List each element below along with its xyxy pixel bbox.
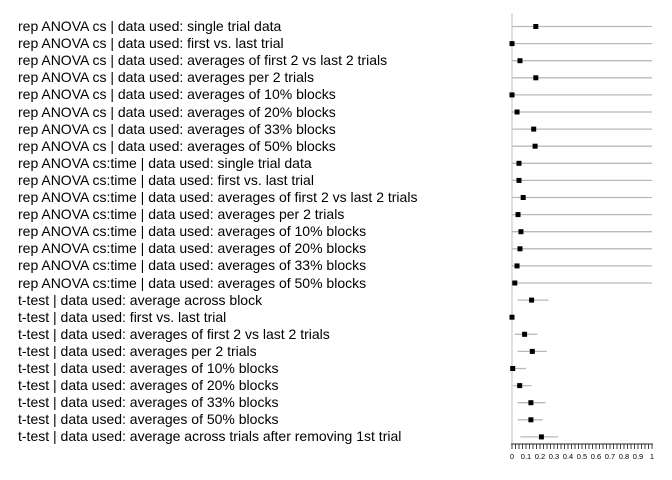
x-tick-label: 0.3 <box>549 452 559 461</box>
point-marker <box>514 109 520 115</box>
x-tick-label: 0.7 <box>605 452 615 461</box>
point-marker <box>516 177 522 183</box>
point-marker <box>532 143 538 149</box>
point-marker <box>517 246 523 252</box>
point-marker <box>517 58 523 64</box>
row-label: rep ANOVA cs | data used: averages of 10… <box>18 86 336 103</box>
point-marker <box>533 24 539 29</box>
point-marker <box>512 280 518 286</box>
x-tick-label: 0 <box>510 452 514 461</box>
row-label: t-test | data used: averages of 33% bloc… <box>18 394 279 411</box>
row-label: rep ANOVA cs:time | data used: first vs.… <box>18 171 314 188</box>
point-marker <box>509 41 515 47</box>
row-label: t-test | data used: average across block <box>18 291 263 308</box>
point-marker <box>515 212 521 218</box>
row-label: rep ANOVA cs:time | data used: averages … <box>18 189 418 205</box>
row-label: rep ANOVA cs:time | data used: averages … <box>18 257 367 274</box>
row-label: rep ANOVA cs | data used: averages of 33… <box>18 120 336 137</box>
point-marker <box>529 348 535 354</box>
point-marker <box>522 331 528 337</box>
x-tick-label: 0.4 <box>563 452 573 461</box>
point-marker <box>533 75 539 81</box>
point-marker <box>518 229 524 235</box>
row-label: t-test | data used: averages of 10% bloc… <box>18 360 279 376</box>
row-label: rep ANOVA cs:time | data used: averages … <box>18 206 345 223</box>
row-label: rep ANOVA cs | data used: averages of fi… <box>18 52 388 69</box>
point-marker <box>520 195 526 200</box>
x-tick-label: 0.1 <box>521 452 531 461</box>
row-label: rep ANOVA cs | data used: averages of 50… <box>18 137 336 154</box>
row-label: rep ANOVA cs | data used: single trial d… <box>18 18 282 34</box>
point-marker <box>528 400 534 406</box>
point-marker <box>514 263 520 269</box>
point-marker <box>528 417 534 423</box>
row-label: t-test | data used: averages per 2 trial… <box>18 342 257 359</box>
row-label: t-test | data used: averages of 20% bloc… <box>18 377 279 394</box>
row-label: t-test | data used: first vs. last trial <box>18 308 227 325</box>
point-marker <box>531 126 537 132</box>
x-tick-label: 0.6 <box>591 452 601 461</box>
x-tick-label: 0.9 <box>633 452 643 461</box>
point-marker <box>529 297 535 303</box>
point-marker <box>516 160 522 166</box>
row-label: rep ANOVA cs:time | data used: averages … <box>18 223 367 240</box>
row-label: t-test | data used: averages of first 2 … <box>18 325 330 342</box>
row-label: t-test | data used: average across trial… <box>18 428 402 445</box>
x-tick-label: 0.2 <box>535 452 545 461</box>
row-label: rep ANOVA cs | data used: averages of 20… <box>18 103 336 120</box>
row-label: rep ANOVA cs:time | data used: averages … <box>18 274 367 291</box>
row-label: rep ANOVA cs | data used: averages per 2… <box>18 69 314 86</box>
x-tick-label: 0.5 <box>577 452 587 461</box>
row-label: rep ANOVA cs:time | data used: single tr… <box>18 154 312 171</box>
point-marker <box>509 92 515 98</box>
point-marker <box>517 383 523 389</box>
row-label: rep ANOVA cs:time | data used: averages … <box>18 240 367 257</box>
point-marker <box>509 314 515 320</box>
x-tick-label: 1 <box>650 452 654 461</box>
row-label: t-test | data used: averages of 50% bloc… <box>18 411 279 428</box>
x-tick-label: 0.8 <box>619 452 629 461</box>
row-label: rep ANOVA cs | data used: first vs. last… <box>18 35 284 52</box>
point-marker <box>538 434 544 440</box>
point-marker <box>510 366 516 371</box>
